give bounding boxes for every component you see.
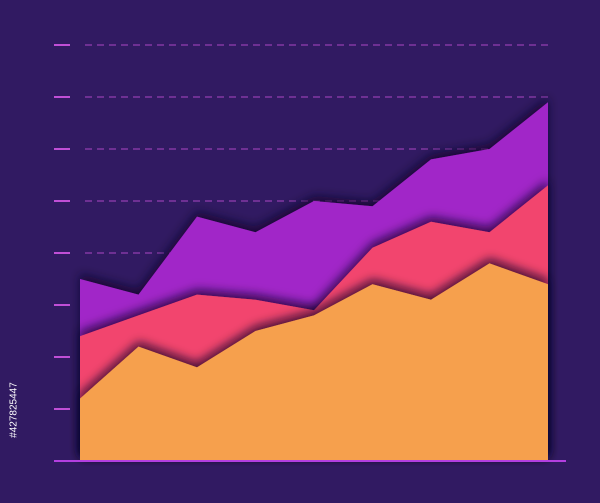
stock-id: #427825447 — [9, 382, 20, 438]
area — [80, 263, 548, 461]
